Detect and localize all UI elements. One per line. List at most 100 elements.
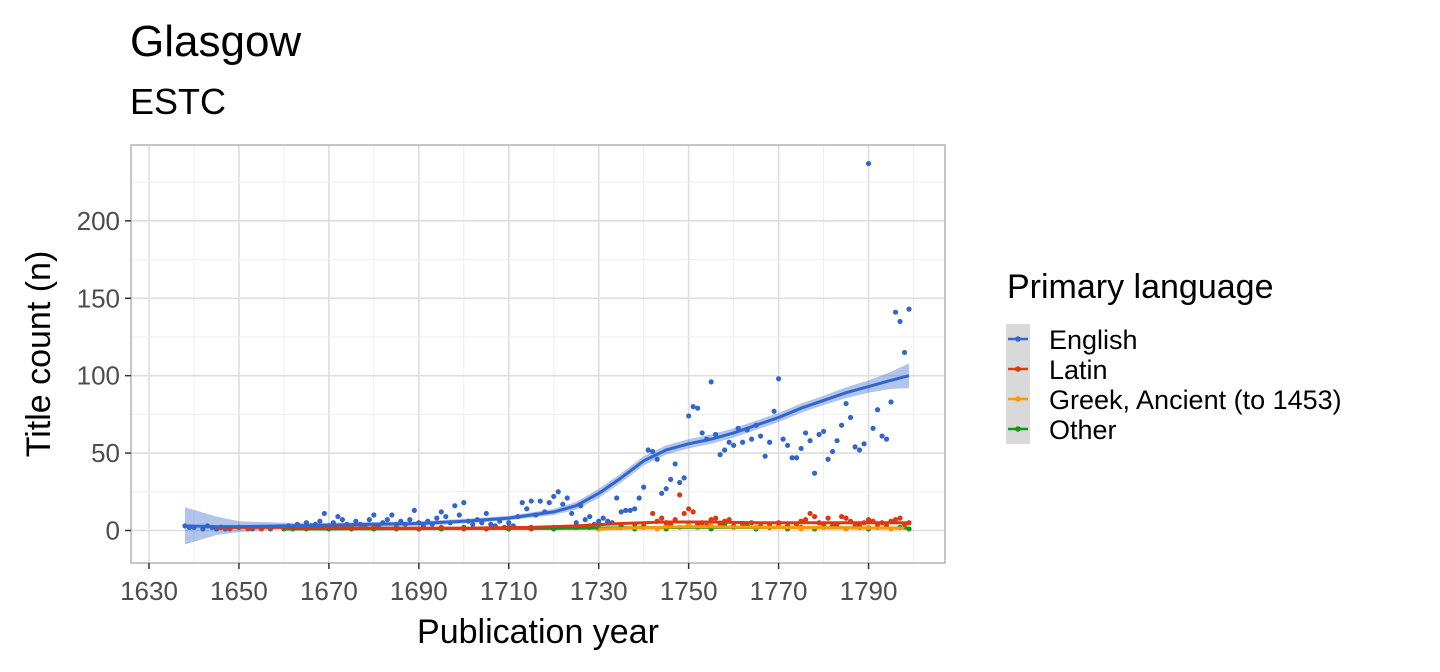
english-point xyxy=(587,513,593,520)
english-point xyxy=(802,430,809,436)
x-axis-title: Publication year xyxy=(417,613,659,651)
x-tick-label: 1750 xyxy=(660,576,718,606)
y-axis-title: Title count (n) xyxy=(20,251,58,458)
english-point xyxy=(524,506,530,512)
y-tick-label: 50 xyxy=(91,438,120,468)
english-point xyxy=(659,490,665,496)
legend-dot-latin xyxy=(1015,366,1021,372)
english-point xyxy=(784,442,791,448)
english-point xyxy=(829,448,836,455)
english-point xyxy=(596,518,602,524)
english-point xyxy=(623,507,629,513)
english-point xyxy=(353,518,359,524)
english-point xyxy=(811,470,818,476)
legend-dot-other xyxy=(1015,426,1021,432)
legend-title: Primary language xyxy=(1007,268,1273,306)
english-point xyxy=(807,438,813,444)
english-point xyxy=(339,517,345,523)
latin-point xyxy=(690,509,696,515)
english-point xyxy=(731,442,737,448)
plot-panel-border xyxy=(130,144,946,564)
english-point xyxy=(834,438,840,444)
y-axis-ticks: 0 50 100 150 200 xyxy=(77,206,131,545)
legend-dot-english xyxy=(1015,336,1021,342)
x-tick-label: 1710 xyxy=(480,576,538,606)
english-point xyxy=(695,405,701,411)
legend-label-latin: Latin xyxy=(1049,355,1108,385)
english-point xyxy=(825,456,831,462)
english-point xyxy=(438,509,444,515)
x-tick-label: 1770 xyxy=(750,576,808,606)
english-point xyxy=(699,430,705,436)
english-point xyxy=(470,521,476,527)
latin-point xyxy=(802,517,809,523)
greek-ancient-to-1453-smooth-line xyxy=(598,525,905,531)
english-point xyxy=(645,447,651,453)
english-point xyxy=(776,376,782,382)
english-point xyxy=(434,515,440,521)
english-point xyxy=(708,379,714,385)
y-tick-label: 0 xyxy=(106,515,120,545)
english-point xyxy=(488,521,494,527)
english-point xyxy=(443,513,449,520)
legend-label-greek-ancient-to-1453: Greek, Ancient (to 1453) xyxy=(1049,385,1342,415)
english-point xyxy=(771,408,777,414)
english-point xyxy=(838,422,845,428)
english-point xyxy=(681,475,687,481)
x-axis-ticks: 1630 1650 1670 1690 1710 1730 1750 1770 1790 xyxy=(120,563,897,606)
latin-point xyxy=(843,515,849,521)
chart-title: Glasgow xyxy=(130,17,301,66)
x-tick-label: 1790 xyxy=(840,576,898,606)
english-point xyxy=(892,309,899,315)
latin-point xyxy=(807,510,813,517)
english-point xyxy=(843,400,849,407)
english-point xyxy=(582,517,588,523)
english-point xyxy=(672,461,678,467)
english-point xyxy=(874,407,881,413)
english-smooth-line xyxy=(184,374,910,529)
english-point xyxy=(690,404,696,410)
english-point xyxy=(865,160,872,167)
english-point xyxy=(632,506,638,512)
english-point xyxy=(686,413,692,419)
latin-point xyxy=(825,515,831,521)
y-tick-label: 100 xyxy=(77,361,120,391)
english-point xyxy=(452,503,458,509)
english-point xyxy=(519,500,525,506)
english-point xyxy=(456,512,462,518)
english-point xyxy=(749,436,755,442)
latin-point xyxy=(897,515,903,521)
english-point xyxy=(411,507,417,513)
english-point xyxy=(627,507,633,513)
english-point xyxy=(717,452,723,458)
english-point xyxy=(384,517,390,523)
latin-point xyxy=(713,515,719,521)
english-point xyxy=(861,441,867,447)
english-point xyxy=(573,520,579,526)
english-point xyxy=(654,456,660,462)
english-point xyxy=(820,428,827,435)
latin-point xyxy=(892,517,899,523)
english-point xyxy=(793,455,800,461)
english-point xyxy=(506,520,512,526)
y-tick-label: 150 xyxy=(77,283,120,313)
english-point xyxy=(636,495,642,501)
latin-point xyxy=(677,492,683,498)
english-point xyxy=(798,445,804,452)
latin-point xyxy=(865,517,872,523)
latin-point xyxy=(650,510,656,517)
english-point xyxy=(537,498,543,504)
english-point xyxy=(663,486,669,492)
x-tick-label: 1630 xyxy=(120,576,178,606)
english-point xyxy=(335,513,341,520)
chart-subtitle: ESTC xyxy=(130,81,226,122)
x-tick-label: 1670 xyxy=(300,576,358,606)
english-point xyxy=(888,399,894,405)
english-point xyxy=(816,431,822,438)
english-point xyxy=(901,349,908,356)
english-point xyxy=(713,431,719,438)
latin-smooth-line xyxy=(216,520,910,530)
english-point xyxy=(789,455,795,461)
english-point xyxy=(767,439,773,445)
